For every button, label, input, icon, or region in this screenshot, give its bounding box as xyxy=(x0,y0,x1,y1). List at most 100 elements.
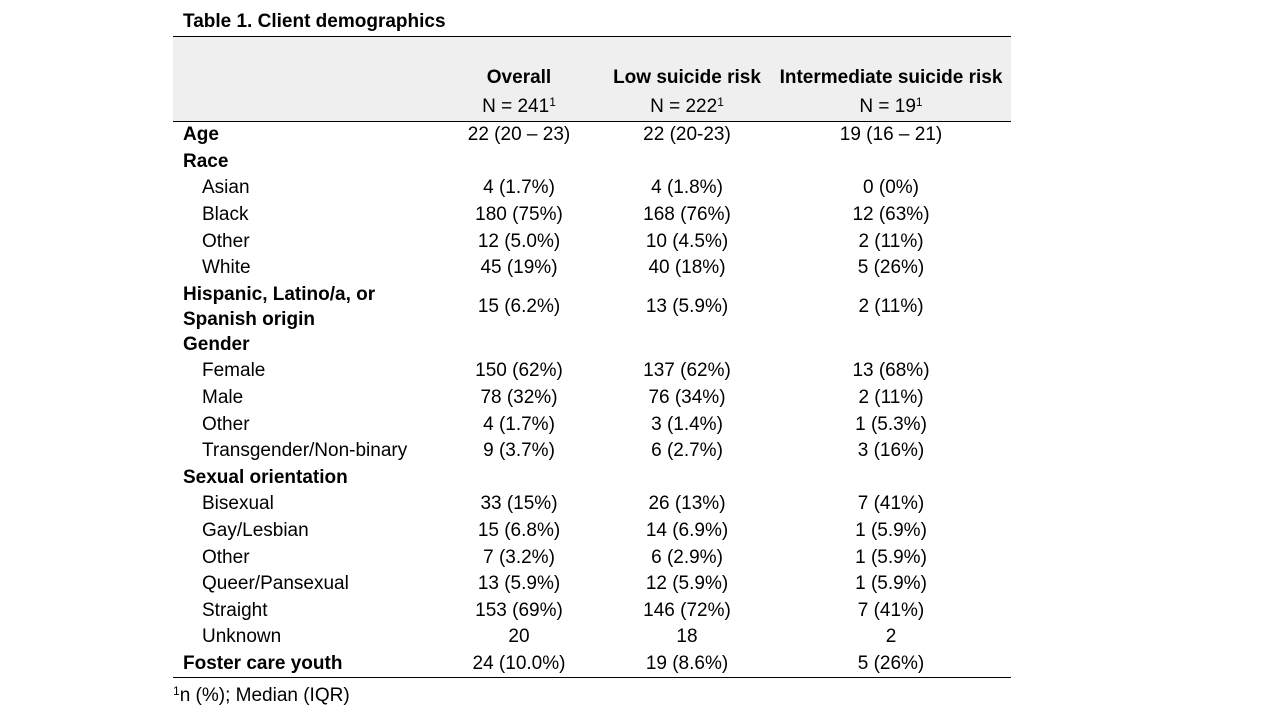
column-name: Low suicide risk xyxy=(613,67,761,88)
table-row: Race xyxy=(173,149,1011,176)
table-title: Table 1. Client demographics xyxy=(183,11,446,32)
row-value xyxy=(435,149,603,176)
row-value: 0 (0%) xyxy=(863,177,919,199)
row-value: 4 (1.7%) xyxy=(483,177,555,199)
row-value: 1 (5.9%) xyxy=(855,546,927,568)
row-value: 24 (10.0%) xyxy=(435,650,603,679)
table-row: Foster care youth 24 (10.0%) 19 (8.6%) 5 (2… xyxy=(173,650,1011,679)
row-value: 18 xyxy=(676,626,698,648)
column-name: Intermediate suicide risk xyxy=(779,67,1003,88)
table-row: Other 7 (3.2%) 6 (2.9%) 1 (5.9%) xyxy=(173,544,1011,571)
row-label: Gender xyxy=(183,333,250,355)
header-cell-overall: Overall N = 2411 xyxy=(435,36,603,122)
table-row: White 45 (19%) 40 (18%) 5 (26%) xyxy=(173,255,1011,282)
table-row: Transgender/Non-binary 9 (3.7%) 6 (2.7%) 3 … xyxy=(173,438,1011,465)
row-value: 22 (20 – 23) xyxy=(467,124,571,146)
row-value xyxy=(771,465,1011,492)
row-value: 15 (6.8%) xyxy=(477,520,561,542)
table-row: Bisexual 33 (15%) 26 (13%) 7 (41%) xyxy=(173,491,1011,518)
header-cell-label xyxy=(173,36,435,122)
row-value: 4 (1.8%) xyxy=(651,177,723,199)
row-value: 168 (76%) xyxy=(643,204,731,226)
row-value: 2 (11%) xyxy=(858,230,924,252)
header-cell-low-risk: Low suicide risk N = 2221 xyxy=(603,36,771,122)
row-value xyxy=(771,149,1011,176)
row-value xyxy=(771,332,1011,359)
column-name: Overall xyxy=(486,67,552,88)
row-value: 7 (41%) xyxy=(857,599,925,621)
row-label: Foster care youth xyxy=(173,650,435,679)
demographics-table-container: Table 1. Client demographics Overall N =… xyxy=(173,8,1011,679)
header-cell-intermediate-risk: Intermediate suicide risk N = 191 xyxy=(771,36,1011,122)
row-value: 1 (5.9%) xyxy=(855,520,927,542)
table-row: Female 150 (62%) 137 (62%) 13 (68%) xyxy=(173,358,1011,385)
table-row: Black 180 (75%) 168 (76%) 12 (63%) xyxy=(173,202,1011,229)
row-value: 15 (6.2%) xyxy=(477,295,561,317)
row-value: 12 (5.0%) xyxy=(477,230,561,252)
row-value: 12 (5.9%) xyxy=(645,573,729,595)
table-row: Male 78 (32%) 76 (34%) 2 (11%) xyxy=(173,385,1011,412)
row-label: Hispanic, Latino/a, or Spanish origin xyxy=(183,283,376,330)
row-label: Unknown xyxy=(202,626,282,648)
row-label: Other xyxy=(202,230,250,252)
table-row: Gay/Lesbian 15 (6.8%) 14 (6.9%) 1 (5.9%) xyxy=(173,518,1011,545)
row-label: White xyxy=(202,257,251,279)
row-value: 33 (15%) xyxy=(480,493,558,515)
row-label: Asian xyxy=(202,177,250,199)
row-value: 6 (2.9%) xyxy=(651,546,723,568)
row-value: 14 (6.9%) xyxy=(645,520,729,542)
row-value: 7 (41%) xyxy=(857,493,925,515)
row-value: 3 (16%) xyxy=(857,440,925,462)
table-header-row: Overall N = 2411 Low suicide risk N = 22… xyxy=(173,36,1011,122)
column-n: N = 191 xyxy=(859,95,923,117)
row-value: 45 (19%) xyxy=(480,257,558,279)
row-value: 137 (62%) xyxy=(643,360,731,382)
row-value xyxy=(603,332,771,359)
table-row: Straight 153 (69%) 146 (72%) 7 (41%) xyxy=(173,598,1011,625)
row-label: Female xyxy=(202,360,266,382)
row-label: Race xyxy=(183,150,229,172)
row-value: 1 (5.3%) xyxy=(855,413,927,435)
row-label: Other xyxy=(202,413,250,435)
row-value: 22 (20-23) xyxy=(643,124,731,146)
table-row: Other 4 (1.7%) 3 (1.4%) 1 (5.3%) xyxy=(173,411,1011,438)
row-label: Gay/Lesbian xyxy=(202,520,309,542)
column-n: N = 2221 xyxy=(650,95,724,117)
row-value: 2 xyxy=(885,626,897,648)
demographics-table: Overall N = 2411 Low suicide risk N = 22… xyxy=(173,36,1011,679)
table-row: Unknown 20 18 2 xyxy=(173,624,1011,651)
table-body: Age 22 (20 – 23) 22 (20-23) 19 (16 – 21) Rac… xyxy=(173,122,1011,679)
row-label: Age xyxy=(183,124,219,146)
table-row: Sexual orientation xyxy=(173,465,1011,492)
row-value: 7 (3.2%) xyxy=(483,546,555,568)
row-label: Bisexual xyxy=(202,493,274,515)
table-row: Hispanic, Latino/a, or Spanish origin 15 … xyxy=(173,282,1011,332)
row-value: 146 (72%) xyxy=(643,599,731,621)
row-value: 5 (26%) xyxy=(771,650,1011,679)
row-value: 20 xyxy=(508,626,530,648)
row-value xyxy=(603,149,771,176)
row-value: 19 (8.6%) xyxy=(603,650,771,679)
row-value: 5 (26%) xyxy=(857,257,925,279)
row-value: 153 (69%) xyxy=(475,599,563,621)
table-row: Other 12 (5.0%) 10 (4.5%) 2 (11%) xyxy=(173,228,1011,255)
row-label: Other xyxy=(202,546,250,568)
row-value xyxy=(435,465,603,492)
row-label: Male xyxy=(202,387,244,409)
table-row: Gender xyxy=(173,332,1011,359)
row-value: 10 (4.5%) xyxy=(645,230,729,252)
row-value: 13 (5.9%) xyxy=(645,295,729,317)
table-row: Queer/Pansexual 13 (5.9%) 12 (5.9%) 1 (5.9%… xyxy=(173,571,1011,598)
row-value: 3 (1.4%) xyxy=(651,413,723,435)
row-value: 13 (68%) xyxy=(852,360,930,382)
row-value: 19 (16 – 21) xyxy=(839,124,943,146)
row-value: 26 (13%) xyxy=(648,493,726,515)
table-row: Age 22 (20 – 23) 22 (20-23) 19 (16 – 21) xyxy=(173,122,1011,149)
row-value: 12 (63%) xyxy=(852,204,930,226)
row-value: 40 (18%) xyxy=(648,257,726,279)
row-label: Straight xyxy=(202,599,268,621)
column-n: N = 2411 xyxy=(482,95,556,117)
row-value: 76 (34%) xyxy=(648,387,726,409)
row-value: 2 (11%) xyxy=(858,295,924,317)
row-value: 180 (75%) xyxy=(475,204,563,226)
